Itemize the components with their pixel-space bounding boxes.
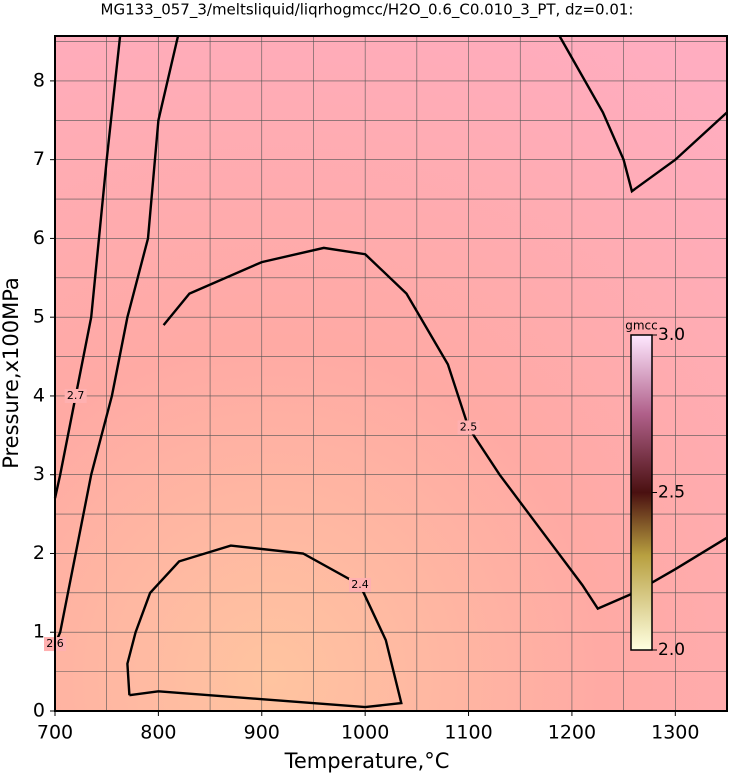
plot-frame	[54, 35, 728, 712]
contour-line	[53, 35, 122, 499]
x-tick-label: 1100	[444, 722, 492, 744]
y-tick-label: 5	[33, 306, 45, 328]
y-tick-label: 7	[33, 148, 45, 170]
contour-label: 2.7	[67, 389, 85, 402]
contour-label-bg	[457, 420, 480, 435]
chart-title: MG133_057_3/meltsliquid/liqrhogmcc/H2O_0…	[101, 1, 634, 20]
contour-label-bg	[348, 577, 371, 592]
x-tick-label: 1300	[651, 722, 699, 744]
contours: 2.42.52.62.7	[44, 35, 728, 709]
contour-label: 2.4	[351, 578, 369, 591]
x-axis-label: Temperature,°C	[284, 749, 450, 773]
x-tick-label: 900	[244, 722, 280, 744]
y-tick-label: 4	[33, 384, 45, 406]
contour-line	[53, 35, 728, 645]
contour-label-bg	[64, 388, 87, 403]
plot-area	[55, 36, 727, 711]
colorbar: gmcc 2.0 2.5 3.0	[625, 319, 685, 661]
contour-label: 2.5	[460, 420, 478, 433]
x-tick-label: 800	[140, 722, 176, 744]
x-tick-label: 700	[37, 722, 73, 744]
colorbar-label: gmcc	[625, 319, 658, 333]
y-tick-label: 3	[33, 463, 45, 485]
contour-line	[126, 544, 403, 709]
y-tick-label: 1	[33, 621, 45, 643]
colorbar-tick-label: 2.5	[658, 483, 685, 503]
x-tick-label: 1200	[548, 722, 596, 744]
colorbar-tick-label: 3.0	[658, 325, 685, 345]
y-tick-label: 8	[33, 69, 45, 91]
y-tick-label: 6	[33, 227, 45, 249]
colorbar-scale	[630, 334, 653, 651]
x-tick-label: 1000	[341, 722, 389, 744]
colorbar-tick-label: 2.0	[658, 640, 685, 660]
y-axis-label: Pressure,x100MPa	[0, 277, 23, 469]
y-tick-label: 2	[33, 542, 45, 564]
y-tick-label: 0	[33, 700, 45, 722]
